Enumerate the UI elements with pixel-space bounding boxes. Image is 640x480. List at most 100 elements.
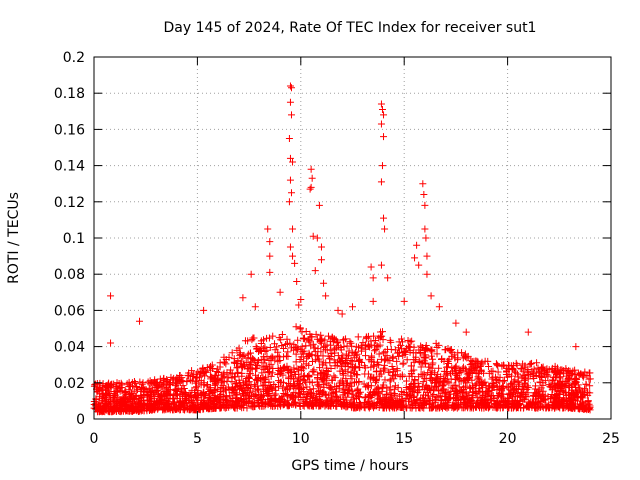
data-point [404,336,412,344]
data-point [328,333,336,341]
data-point [548,364,556,372]
data-point [428,392,436,400]
data-point [410,366,418,374]
data-point [347,382,355,390]
data-point [252,375,260,383]
data-point [541,396,549,404]
data-point [380,133,388,141]
data-point [344,363,352,371]
data-point [305,372,313,380]
data-point [226,392,234,400]
data-point [381,366,389,374]
x-tick-label: 0 [90,431,99,447]
data-point [166,395,174,403]
data-point [248,403,256,411]
data-point [266,252,274,260]
data-point [216,399,224,407]
data-point [192,384,200,392]
data-point [276,396,284,404]
data-point [323,341,331,349]
data-point [109,396,117,404]
data-point [201,401,209,409]
data-point [367,263,375,271]
data-point [384,274,392,282]
data-point [317,369,325,377]
data-point [234,368,242,376]
data-point [317,331,325,339]
data-point [278,330,286,338]
data-point [432,374,440,382]
data-point [403,356,411,364]
data-point [178,386,186,394]
data-point [219,371,227,379]
data-point [98,385,106,393]
data-point [452,375,460,383]
data-point [420,351,428,359]
data-point [225,386,233,394]
data-point [300,377,308,385]
data-point [493,361,501,369]
data-point [422,374,430,382]
data-point [389,353,397,361]
data-point [352,392,360,400]
data-point [455,403,463,411]
data-point [332,388,340,396]
data-point [349,390,357,398]
data-point [433,350,441,358]
data-point [185,372,193,380]
data-point [518,390,526,398]
data-point [442,400,450,408]
data-point [404,342,412,350]
data-point [192,393,200,401]
x-tick-labels: 0 5 10 15 20 25 [90,431,620,447]
data-point [300,365,308,373]
data-point [481,357,489,365]
data-point [200,389,208,397]
data-point [572,343,580,351]
data-point [317,339,325,347]
data-point [356,357,364,365]
data-point [493,393,501,401]
data-point [450,388,458,396]
data-point [275,334,283,342]
data-point [290,382,298,390]
data-point [568,386,576,394]
data-point [390,375,398,383]
data-point [361,362,369,370]
data-point [296,390,304,398]
data-point [166,381,174,389]
data-point [106,400,114,408]
data-point [191,406,199,414]
axis-ticks [93,56,612,420]
data-point [266,238,274,246]
data-point [552,370,560,378]
data-point [503,364,511,372]
data-point [185,391,193,399]
data-point [219,374,227,382]
data-point [220,358,228,366]
data-point [307,402,315,410]
data-point [441,392,449,400]
data-point [355,363,363,371]
data-point [298,386,306,394]
data-point [107,381,115,389]
data-point [302,342,310,350]
data-point [369,401,377,409]
data-point [365,356,373,364]
data-point [283,335,291,343]
data-point [362,335,370,343]
data-point [143,393,151,401]
data-point [534,390,542,398]
data-point [381,376,389,384]
data-point [416,349,424,357]
data-point [435,364,443,372]
data-point [388,395,396,403]
data-point [424,384,432,392]
data-point [136,378,144,386]
data-point [581,385,589,393]
data-point [378,328,386,336]
data-point [333,344,341,352]
data-point [258,355,266,363]
data-point [398,338,406,346]
